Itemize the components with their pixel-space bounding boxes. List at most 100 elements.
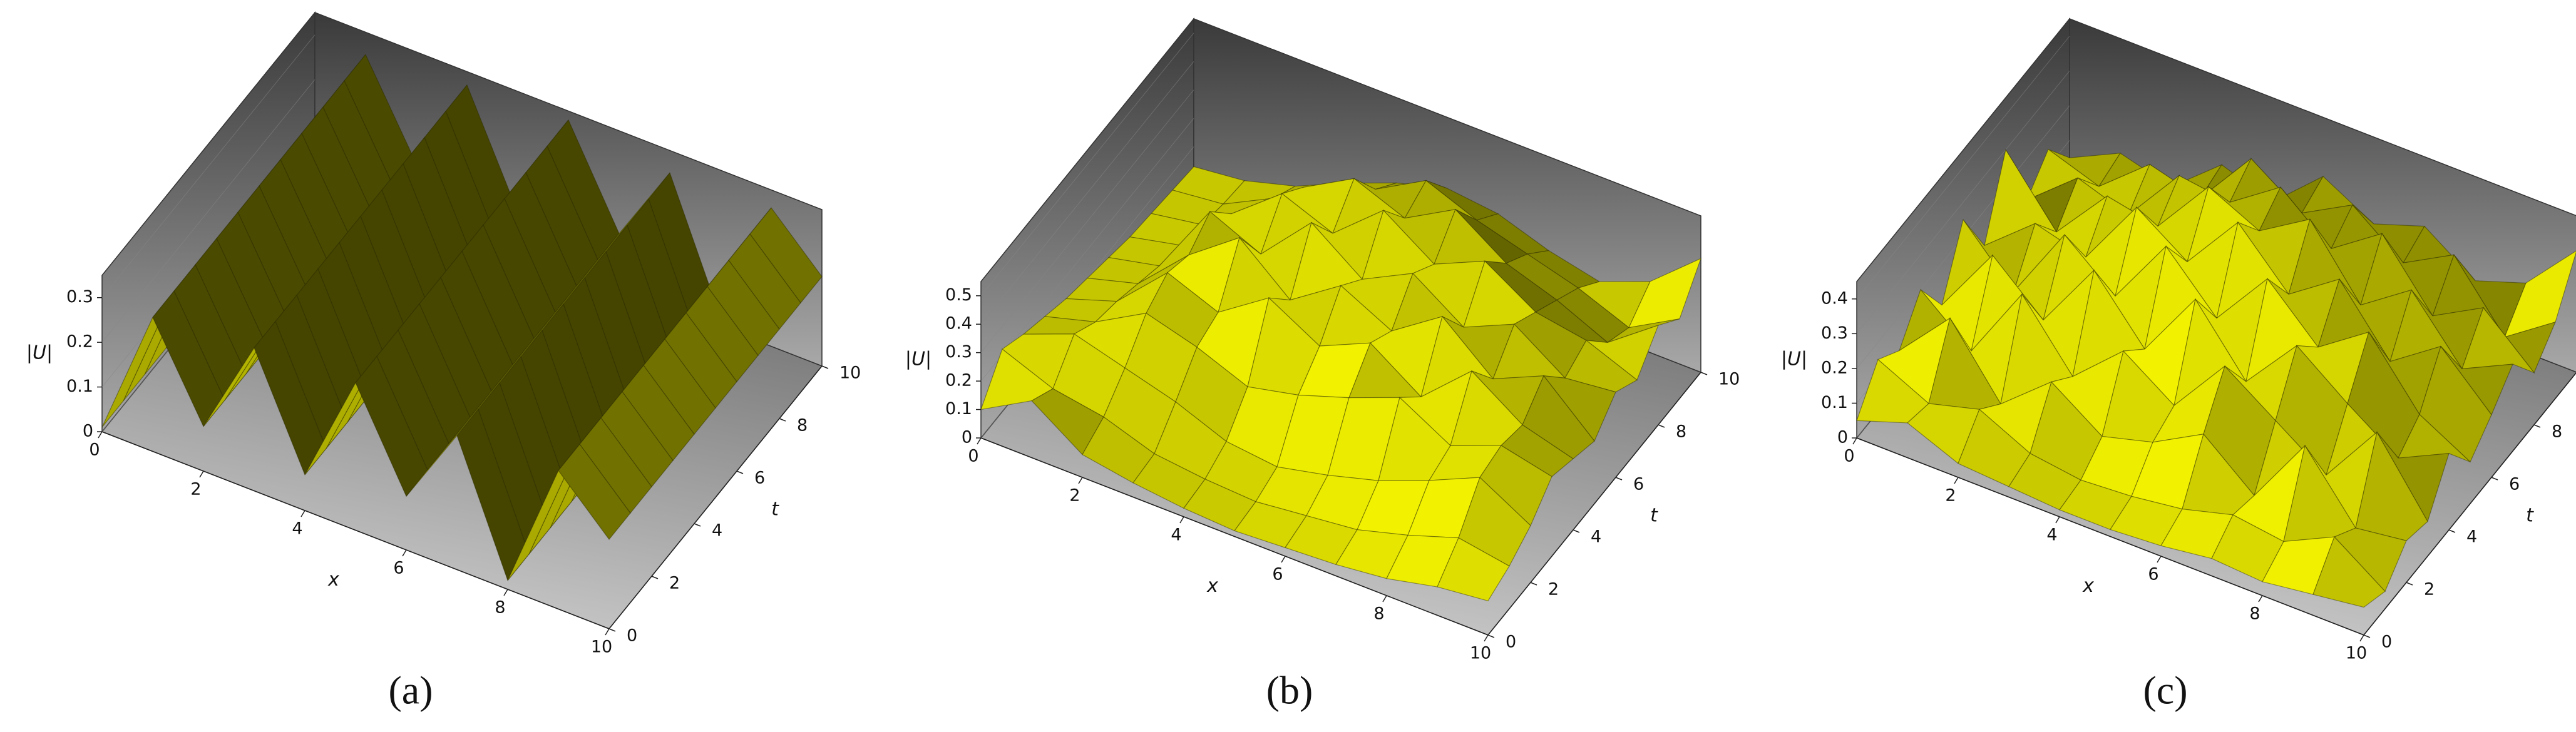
z-tick-label: 0.2 bbox=[66, 332, 93, 352]
y-tick bbox=[1615, 477, 1623, 480]
z-grid-line bbox=[1856, 71, 2070, 334]
x-tick-label: 6 bbox=[1272, 565, 1283, 584]
z-axis-label: |U| bbox=[905, 348, 931, 370]
y-tick bbox=[608, 628, 616, 632]
y-tick-label: 0 bbox=[627, 626, 637, 646]
x-tick-label: 2 bbox=[190, 480, 201, 499]
panel: 0 0.1 0.2 0.3 |U| 0 2 4 6 8 10 x 0 2 4 6 8 10 t (a) bbox=[26, 11, 861, 713]
y-tick bbox=[736, 470, 744, 474]
panel-label: (a) bbox=[388, 668, 433, 713]
surface-patch bbox=[1584, 324, 1660, 381]
y-axis-label: t bbox=[1650, 505, 1658, 527]
x-tick-label: 6 bbox=[393, 559, 404, 578]
z-axis-label: |U| bbox=[1781, 348, 1807, 370]
surface-patch bbox=[728, 233, 801, 330]
surface-patch bbox=[2397, 414, 2471, 462]
z-tick-label: 0.3 bbox=[1821, 323, 1848, 343]
y-tick-label: 8 bbox=[1676, 422, 1686, 442]
z-axis-label: |U| bbox=[26, 342, 53, 364]
x-tick bbox=[2359, 634, 2364, 642]
panel-label: (c) bbox=[2143, 668, 2187, 713]
x-tick bbox=[2055, 516, 2060, 524]
z-tick-label: 0.1 bbox=[1821, 393, 1848, 412]
x-tick bbox=[1281, 556, 1286, 563]
z-tick-label: 0.1 bbox=[945, 399, 972, 419]
x-tick bbox=[1382, 595, 1387, 602]
surface-patch bbox=[2461, 307, 2535, 374]
x-axis-label: x bbox=[1206, 575, 1218, 597]
x-tick-label: 2 bbox=[1945, 486, 1956, 506]
z-grid-line bbox=[980, 33, 1194, 297]
y-tick-label: 10 bbox=[1718, 370, 1740, 389]
x-tick bbox=[98, 431, 103, 439]
z-grid-line bbox=[101, 34, 316, 298]
surface bbox=[1856, 148, 2576, 608]
surface-patch bbox=[558, 444, 631, 541]
surface-patch bbox=[685, 286, 759, 383]
x-axis-label: x bbox=[2082, 575, 2094, 597]
z-tick-label: 0 bbox=[1837, 428, 1848, 447]
z-tick-label: 0.1 bbox=[66, 377, 93, 396]
surface-patch bbox=[707, 260, 780, 357]
x-tick bbox=[503, 589, 508, 596]
y-tick-label: 8 bbox=[2552, 422, 2562, 442]
surface-patch bbox=[2419, 345, 2492, 463]
x-tick-label: 0 bbox=[1844, 447, 1854, 466]
box-edge bbox=[1856, 437, 2364, 636]
x-tick bbox=[300, 510, 305, 517]
y-axis-label: t bbox=[771, 499, 779, 521]
x-tick-label: 8 bbox=[1373, 604, 1384, 624]
z-grid-line bbox=[980, 118, 1194, 382]
x-tick-label: 6 bbox=[2148, 565, 2158, 584]
z-tick-label: 0.4 bbox=[1821, 288, 1848, 308]
z-tick-label: 0.4 bbox=[945, 314, 972, 333]
z-grid-line bbox=[980, 89, 1194, 353]
y-tick-label: 4 bbox=[2466, 527, 2477, 547]
surface-patch bbox=[2503, 250, 2576, 338]
x-tick-label: 2 bbox=[1069, 486, 1080, 506]
x-tick-label: 8 bbox=[495, 598, 505, 618]
x-tick bbox=[1078, 477, 1083, 484]
y-tick-label: 2 bbox=[2424, 580, 2435, 599]
x-tick bbox=[402, 549, 407, 557]
y-axis-label: t bbox=[2526, 505, 2534, 527]
box-edge bbox=[980, 437, 1489, 636]
z-tick-label: 0.3 bbox=[945, 342, 972, 362]
x-tick bbox=[1484, 634, 1489, 642]
x-tick-label: 4 bbox=[2046, 526, 2057, 545]
y-tick bbox=[821, 365, 829, 369]
y-tick bbox=[1573, 529, 1580, 533]
y-tick bbox=[2363, 634, 2371, 638]
y-tick bbox=[694, 523, 701, 527]
y-tick-label: 2 bbox=[1548, 580, 1559, 599]
y-tick-label: 8 bbox=[797, 416, 808, 435]
y-tick bbox=[2406, 582, 2413, 586]
x-tick-label: 4 bbox=[292, 519, 302, 539]
y-tick-label: 2 bbox=[669, 574, 680, 593]
x-tick bbox=[2157, 556, 2162, 563]
surface-patch bbox=[1437, 537, 1510, 602]
y-tick bbox=[1487, 634, 1495, 638]
x-tick-label: 10 bbox=[1470, 644, 1491, 663]
y-tick bbox=[1658, 424, 1665, 428]
y-tick-label: 10 bbox=[839, 363, 861, 383]
z-tick-label: 0 bbox=[83, 422, 93, 441]
y-tick bbox=[1700, 372, 1708, 375]
z-tick-label: 0.5 bbox=[945, 285, 972, 305]
panel: 0 0.1 0.2 0.3 0.4 0.5 |U| 0 2 4 6 8 10 x 0 2 4 6 8 10 t (b) bbox=[905, 17, 1740, 713]
box-edge bbox=[101, 431, 610, 629]
box-edge bbox=[2363, 372, 2576, 636]
y-tick bbox=[2533, 424, 2541, 428]
surface-patch bbox=[1458, 477, 1531, 567]
x-tick bbox=[605, 628, 610, 636]
panel-label: (b) bbox=[1266, 668, 1313, 713]
x-axis-label: x bbox=[327, 569, 339, 591]
x-tick-label: 8 bbox=[2249, 604, 2260, 624]
y-tick bbox=[651, 576, 659, 579]
y-tick-label: 0 bbox=[2381, 633, 2392, 652]
z-tick-label: 0.3 bbox=[66, 287, 93, 307]
z-grid-line bbox=[1856, 36, 2070, 300]
z-tick-label: 0 bbox=[962, 428, 972, 447]
y-tick bbox=[2448, 529, 2456, 533]
